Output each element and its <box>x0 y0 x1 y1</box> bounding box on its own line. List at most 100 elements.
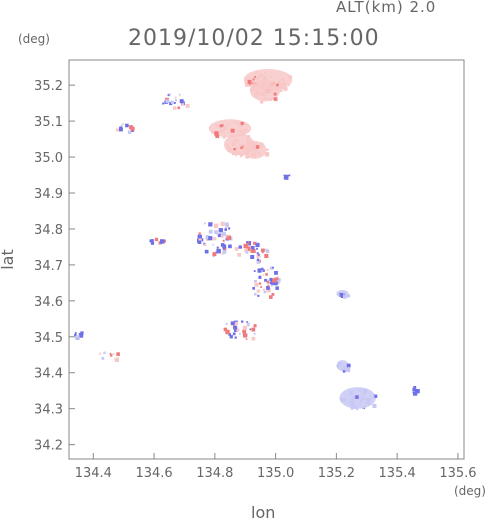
echo-pixel <box>244 248 248 252</box>
echo-pixel <box>228 244 232 249</box>
echo-pixel <box>215 124 219 128</box>
plot-frame <box>68 59 465 460</box>
echo-pixel <box>247 324 250 327</box>
echo-pixel <box>197 240 202 244</box>
echo-pixel <box>346 363 351 368</box>
echo-pixel <box>239 144 243 147</box>
echo-pixel <box>154 237 159 242</box>
echo-pixel <box>125 123 129 128</box>
echo-pixel <box>264 278 267 282</box>
echo-pixel <box>122 123 125 125</box>
echo-pixel <box>236 121 240 125</box>
echo-pixel <box>228 147 231 149</box>
echo-pixel <box>228 227 231 230</box>
echo-pixel <box>258 282 262 285</box>
echo-pixel <box>223 247 227 251</box>
echo-pixel <box>268 84 270 86</box>
echo-pixel <box>344 368 347 371</box>
echo-pixel <box>349 391 354 395</box>
y-tick-label: 34.5 <box>34 331 63 346</box>
echo-pixel <box>177 106 180 110</box>
echo-pixel <box>241 132 246 136</box>
echo-pixel <box>277 276 279 278</box>
echo-pixel <box>168 93 171 96</box>
echo-pixel <box>234 247 239 251</box>
echo-pixel <box>351 396 355 400</box>
echo-pixel <box>220 221 225 226</box>
echo-pixel <box>227 234 229 237</box>
echo-pixel <box>283 86 288 91</box>
echo-pixel <box>232 151 236 156</box>
echo-pixel <box>251 147 256 152</box>
echo-pixel <box>235 146 239 150</box>
echo-pixel <box>254 282 259 287</box>
echo-pixel <box>248 82 251 86</box>
echo-pixel <box>223 327 228 332</box>
echo-cluster <box>339 387 378 411</box>
echo-pixel <box>273 97 277 101</box>
echo-pixel <box>218 228 223 233</box>
echo-pixel <box>198 232 201 235</box>
echo-pixel <box>200 238 204 242</box>
echo-pixel <box>250 153 253 156</box>
echo-pixel <box>269 277 273 282</box>
echo-pixel <box>221 231 226 237</box>
echo-pixel <box>246 322 250 326</box>
echo-pixel <box>112 353 115 355</box>
echo-pixel <box>239 131 242 134</box>
echo-cluster <box>412 386 420 396</box>
echo-pixel <box>181 102 185 106</box>
echo-pixel <box>173 102 176 104</box>
echo-pixel <box>252 78 255 81</box>
echo-pixel <box>211 130 214 134</box>
echo-pixel <box>281 82 284 85</box>
echo-pixel <box>258 151 261 154</box>
x-axis-title: lon <box>251 503 276 522</box>
echo-pixel <box>232 332 236 336</box>
echo-pixel <box>266 279 269 283</box>
echo-pixel <box>240 128 243 131</box>
y-tick-label: 35.1 <box>34 115 63 130</box>
echo-pixel <box>227 148 232 153</box>
echo-pixel <box>259 73 264 78</box>
echo-cluster <box>249 79 281 104</box>
echo-pixel <box>246 135 251 139</box>
echo-pixel <box>223 126 227 130</box>
echo-pixel <box>243 243 248 249</box>
echo-pixel <box>365 398 369 402</box>
echo-pixel <box>230 128 235 133</box>
echo-pixel <box>251 336 256 341</box>
echo-pixel <box>253 270 256 272</box>
echo-pixel <box>372 395 375 398</box>
echo-pixel <box>245 250 249 254</box>
echo-pixel <box>246 77 251 82</box>
echo-pixel <box>288 174 291 177</box>
x-unit-label: (deg) <box>454 484 486 498</box>
echo-pixel <box>256 247 258 250</box>
echo-cluster <box>208 119 252 139</box>
echo-pixel <box>363 405 366 409</box>
echo-pixel <box>234 336 237 339</box>
echo-pixel <box>219 124 223 128</box>
echo-pixel <box>226 235 232 240</box>
echo-pixel <box>342 369 346 373</box>
echo-pixel <box>240 145 244 150</box>
echo-pixel <box>256 253 261 258</box>
echo-pixel <box>274 85 276 88</box>
echo-pixel <box>262 269 265 272</box>
echo-pixel <box>274 271 278 275</box>
y-tick-label: 35.2 <box>34 79 63 94</box>
echo-cluster <box>115 123 135 134</box>
echo-pixel <box>247 79 252 84</box>
echo-pixel <box>75 335 80 339</box>
echo-pixel <box>179 99 184 104</box>
echo-pixel <box>240 121 244 126</box>
echo-pixel <box>150 241 155 245</box>
echo-pixel <box>251 249 256 253</box>
echo-pixel <box>169 101 173 106</box>
echo-pixel <box>270 98 273 101</box>
echo-pixel <box>220 234 224 238</box>
echo-pixel <box>114 357 119 362</box>
echo-pixel <box>225 322 228 325</box>
